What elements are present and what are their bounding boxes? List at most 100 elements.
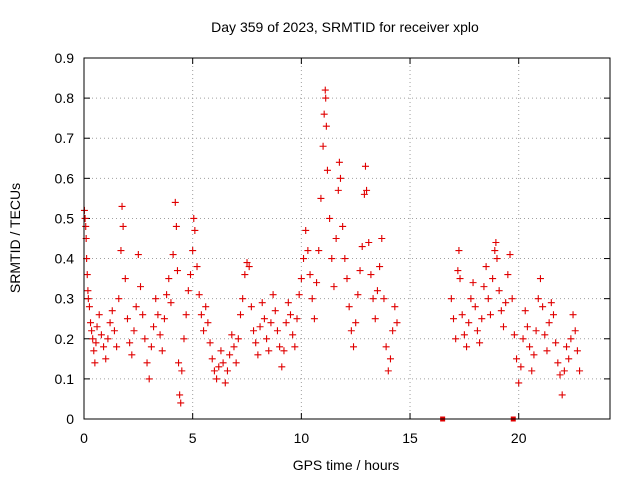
data-point (113, 343, 121, 351)
data-point (482, 263, 490, 271)
data-point (510, 331, 518, 339)
data-point (455, 247, 463, 255)
data-point (339, 222, 347, 230)
data-point (158, 347, 166, 355)
data-point (310, 315, 318, 323)
data-point (313, 279, 321, 287)
data-point (197, 311, 205, 319)
data-point (265, 347, 273, 355)
data-point (320, 110, 328, 118)
data-point (134, 251, 142, 259)
data-point (458, 311, 466, 319)
data-point (87, 319, 95, 327)
data-point (245, 263, 253, 271)
data-point (341, 255, 349, 263)
data-point (356, 267, 364, 275)
data-point (147, 343, 155, 351)
data-point (221, 379, 229, 387)
data-point (206, 339, 214, 347)
grid-lines (84, 58, 610, 419)
data-point (360, 190, 368, 198)
data-point (145, 375, 153, 383)
data-point (554, 359, 562, 367)
data-point (172, 222, 180, 230)
data-point (389, 327, 397, 335)
data-point (476, 339, 484, 347)
data-point (454, 267, 462, 275)
data-point (480, 283, 488, 291)
data-point (84, 287, 92, 295)
data-point (156, 331, 164, 339)
data-point (176, 391, 184, 399)
y-tick-label: 0.9 (55, 50, 75, 66)
data-point (276, 343, 284, 351)
data-point (139, 311, 147, 319)
data-point (90, 347, 98, 355)
data-point (336, 174, 344, 182)
data-point (378, 235, 386, 242)
data-point (456, 275, 464, 283)
data-point (286, 311, 294, 319)
data-point (508, 295, 516, 303)
data-point (243, 259, 251, 267)
data-point (528, 367, 536, 375)
x-tick-label: 10 (294, 430, 310, 446)
data-point (81, 214, 89, 222)
data-point (471, 303, 479, 311)
data-point (335, 158, 343, 166)
data-point (367, 271, 375, 279)
y-tick-label: 0.7 (55, 130, 75, 146)
data-point (317, 194, 325, 202)
x-axis-title: GPS time / hours (293, 457, 400, 473)
data-point (484, 295, 492, 303)
data-point (256, 323, 264, 331)
data-point (102, 355, 110, 363)
data-point (369, 295, 377, 303)
data-point (189, 247, 197, 255)
data-point (373, 287, 381, 295)
y-tick-label: 0.4 (55, 251, 75, 267)
data-point (178, 367, 186, 375)
data-point (321, 86, 329, 94)
data-point (450, 315, 458, 323)
data-point (361, 162, 369, 170)
plot-frame (83, 57, 611, 420)
data-point (202, 303, 210, 311)
data-point (517, 363, 525, 371)
data-point (160, 315, 168, 323)
data-point (252, 339, 260, 347)
data-point (376, 263, 384, 271)
data-point (334, 186, 342, 194)
data-point (371, 315, 379, 323)
data-point (452, 335, 460, 343)
data-point (493, 255, 501, 263)
data-point (284, 299, 292, 307)
x-tick-label: 15 (402, 430, 418, 446)
data-point (297, 275, 305, 283)
data-point (121, 275, 129, 283)
data-point (150, 323, 158, 331)
data-point (350, 343, 358, 351)
data-point (502, 299, 510, 307)
data-point (236, 311, 244, 319)
data-point (141, 335, 149, 343)
data-point (182, 311, 190, 319)
data-point (193, 263, 201, 271)
data-point (492, 239, 500, 247)
data-point (260, 315, 268, 323)
data-point (469, 279, 477, 287)
data-point (184, 287, 192, 295)
data-point (93, 323, 101, 331)
data-point (556, 371, 564, 379)
x-tick-label: 0 (80, 430, 88, 446)
data-point (175, 359, 183, 367)
data-point (300, 255, 308, 263)
data-point (167, 299, 175, 307)
data-point (560, 367, 568, 375)
data-point (358, 243, 366, 251)
data-point (293, 315, 301, 323)
data-point (110, 327, 118, 335)
data-point (228, 331, 236, 339)
data-point (88, 327, 96, 335)
data-point (552, 339, 560, 347)
